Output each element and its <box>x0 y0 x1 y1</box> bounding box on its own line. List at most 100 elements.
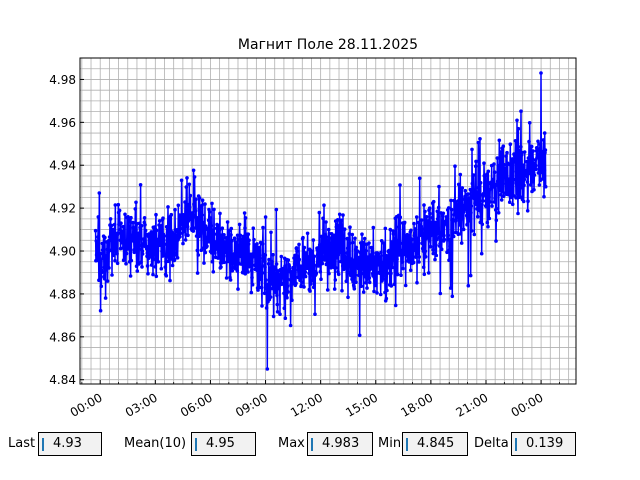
series-point <box>407 248 412 252</box>
series-point <box>352 258 357 262</box>
series-point <box>429 233 433 238</box>
series-point <box>416 251 421 256</box>
series-point <box>233 257 238 261</box>
series-point <box>450 230 455 235</box>
series-point <box>207 240 212 244</box>
series-point <box>359 284 364 289</box>
series-point <box>162 242 167 247</box>
x-tick-label: 21:00 <box>454 390 491 419</box>
series-point <box>532 173 537 177</box>
series-point <box>260 271 265 275</box>
series-point <box>281 281 286 286</box>
series-point <box>347 241 352 245</box>
series-point <box>409 228 413 233</box>
series-point <box>478 137 482 141</box>
series-point <box>188 193 193 198</box>
series-point <box>267 257 271 262</box>
y-tick-label: 4.94 <box>49 159 76 173</box>
series-point <box>336 272 341 277</box>
series-point <box>492 200 497 204</box>
series-point <box>497 188 502 193</box>
series-point <box>406 233 411 238</box>
series-point <box>457 223 462 227</box>
series-point <box>209 235 213 239</box>
series-point <box>131 225 136 230</box>
y-tick-label: 4.90 <box>49 245 76 259</box>
series-point <box>238 233 243 238</box>
series-point <box>143 228 148 233</box>
series-point <box>134 264 139 269</box>
series-point <box>537 153 541 158</box>
series-point <box>250 275 254 280</box>
series-point <box>183 222 188 226</box>
series-point <box>134 200 138 205</box>
series-point <box>513 157 517 162</box>
stat-last-box[interactable]: 4.93 <box>38 432 102 456</box>
series-point <box>257 247 262 252</box>
series-point <box>314 271 319 275</box>
series-point <box>297 257 302 262</box>
series-point <box>429 220 434 225</box>
series-point <box>442 237 447 242</box>
series-point <box>330 260 335 264</box>
series-point <box>510 202 515 207</box>
series-point <box>355 260 360 265</box>
series-point <box>219 256 224 260</box>
series-point <box>392 253 396 258</box>
series-point <box>286 258 291 262</box>
stat-mean-box[interactable]: 4.95 <box>191 432 256 456</box>
series-point <box>167 236 171 241</box>
series-point <box>496 211 501 215</box>
series-point <box>288 277 293 282</box>
series-point <box>391 256 396 260</box>
series-point <box>265 292 270 297</box>
series-point <box>467 196 472 200</box>
series-point <box>350 240 355 245</box>
series-point <box>403 283 408 288</box>
series-point <box>389 284 394 288</box>
stat-min-box[interactable]: 4.845 <box>402 432 468 456</box>
series-point <box>302 285 306 289</box>
series-point <box>377 271 382 276</box>
series-point <box>216 231 221 236</box>
stat-max-box[interactable]: 4.983 <box>307 432 373 456</box>
series-point <box>345 251 349 255</box>
series-point <box>387 254 392 259</box>
grid <box>80 57 576 384</box>
series-point <box>350 232 355 237</box>
series-point <box>286 290 290 294</box>
series-point <box>480 203 484 207</box>
series-point <box>112 222 117 227</box>
series-point <box>243 226 247 230</box>
series-point <box>513 139 518 143</box>
series-point <box>171 252 176 257</box>
series-point <box>469 204 474 208</box>
stat-delta-box[interactable]: 0.139 <box>511 432 576 456</box>
series-point <box>457 214 461 218</box>
series-point <box>324 235 329 239</box>
series-point <box>337 245 342 250</box>
series-point <box>312 265 316 270</box>
series-point <box>463 207 468 212</box>
series-point <box>98 251 103 256</box>
series-point <box>273 278 277 283</box>
series-point <box>249 268 254 273</box>
series-point <box>446 233 451 238</box>
series-point <box>295 249 299 253</box>
series-point <box>218 211 222 216</box>
series-point <box>255 268 260 273</box>
series-point <box>434 253 439 258</box>
series-point <box>292 278 297 283</box>
series-point <box>125 238 130 243</box>
series-point <box>232 252 236 256</box>
series-point <box>337 212 342 217</box>
series-point <box>360 232 364 236</box>
series-point <box>243 216 248 220</box>
series-point <box>174 253 179 257</box>
series-point <box>418 233 423 238</box>
series-point <box>200 198 205 202</box>
series-point <box>501 144 506 148</box>
series-point <box>184 185 189 189</box>
series-point <box>224 276 229 280</box>
series-point <box>340 288 344 293</box>
